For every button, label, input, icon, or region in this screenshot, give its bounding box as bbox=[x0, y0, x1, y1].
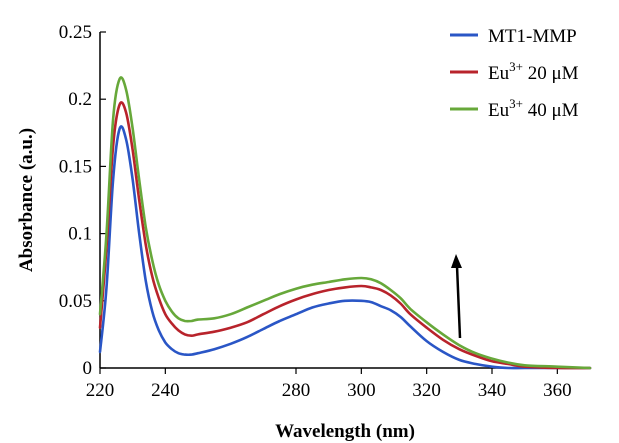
y-tick-label: 0.2 bbox=[68, 89, 92, 110]
x-tick-label: 220 bbox=[86, 380, 115, 401]
legend-label-superscript: 3+ bbox=[509, 96, 523, 111]
y-tick-label: 0.05 bbox=[59, 291, 92, 312]
legend-label-main: MT1-MMP bbox=[488, 26, 577, 47]
series-line-2 bbox=[98, 76, 592, 370]
legend-label-2: Eu3+ 40 μM bbox=[488, 96, 579, 121]
axes bbox=[99, 32, 590, 369]
legend-label-superscript: 3+ bbox=[509, 59, 523, 74]
arrow-shaft bbox=[455, 265, 462, 339]
x-tick-label: 340 bbox=[478, 380, 507, 401]
y-ticks: 0 0.05 0.1 0.15 0.2 0.25 bbox=[59, 22, 106, 379]
x-tick-label: 300 bbox=[347, 380, 376, 401]
legend-label-0: MT1-MMP bbox=[488, 26, 577, 47]
legend-label-1: Eu3+ 20 μM bbox=[488, 59, 579, 84]
x-tick-label: 320 bbox=[412, 380, 441, 401]
x-axis-title: Wavelength (nm) bbox=[275, 421, 415, 442]
y-tick-label: 0.1 bbox=[68, 224, 92, 245]
x-tick-label: 240 bbox=[151, 380, 180, 401]
legend-label-main: Eu bbox=[488, 100, 510, 121]
series-line-0 bbox=[98, 125, 592, 370]
x-tick-label: 280 bbox=[282, 380, 311, 401]
legend-label-tail: 40 μM bbox=[523, 100, 579, 121]
legend-label-tail: 20 μM bbox=[523, 63, 579, 84]
increase-arrow bbox=[451, 254, 462, 339]
arrow-head bbox=[451, 254, 462, 268]
y-axis-title: Absorbance (a.u.) bbox=[16, 128, 37, 272]
y-tick-label: 0 bbox=[83, 358, 93, 379]
x-ticks: 220 240 280 300 320 340 360 bbox=[86, 368, 572, 401]
legend-label-main: Eu bbox=[488, 63, 510, 84]
series-group bbox=[98, 76, 592, 370]
series-line-1 bbox=[98, 101, 592, 370]
x-tick-label: 360 bbox=[543, 380, 572, 401]
y-tick-label: 0.25 bbox=[59, 22, 92, 43]
y-tick-label: 0.15 bbox=[59, 156, 92, 177]
